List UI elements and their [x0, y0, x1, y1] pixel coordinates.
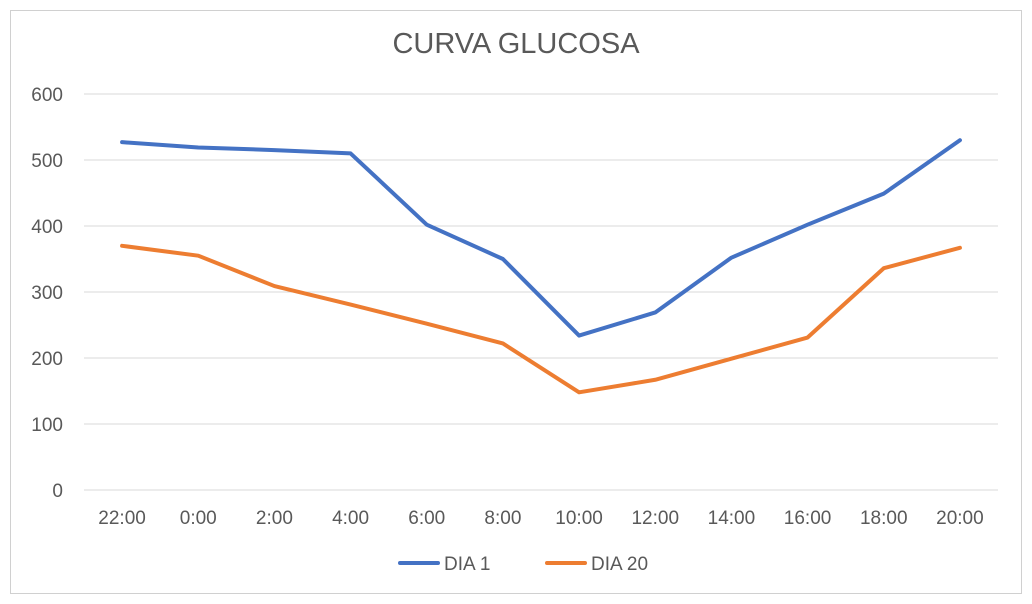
y-tick-label: 300: [31, 283, 63, 304]
y-tick-label: 100: [31, 415, 63, 436]
x-tick-label: 22:00: [98, 508, 146, 529]
x-tick-label: 16:00: [784, 508, 832, 529]
gridlines: [84, 93, 998, 491]
series-line-1: [120, 138, 962, 338]
y-tick-label: 500: [31, 151, 63, 172]
x-tick-label: 6:00: [408, 508, 445, 529]
x-tick-label: 8:00: [484, 508, 521, 529]
chart-frame: [10, 10, 1022, 594]
y-tick-label: 400: [31, 217, 63, 238]
x-axis-ticks: 22:00 0:00 2:00 4:00 6:00 8:00 10:00 12:00 14:00…: [98, 508, 983, 529]
chart-title: CURVA GLUCOSA: [392, 28, 640, 60]
series-lines: [120, 138, 962, 395]
legend-label: DIA 20: [591, 554, 648, 575]
x-tick-label: 2:00: [256, 508, 293, 529]
x-tick-label: 4:00: [332, 508, 369, 529]
x-tick-label: 0:00: [180, 508, 217, 529]
x-tick-label: 14:00: [708, 508, 756, 529]
x-tick-label: 18:00: [860, 508, 908, 529]
x-tick-label: 10:00: [555, 508, 603, 529]
y-tick-label: 600: [31, 85, 63, 106]
legend-label: DIA 1: [444, 554, 490, 575]
y-tick-label: 200: [31, 349, 63, 370]
y-axis-ticks: 0 100 200 300 400 500 600: [31, 85, 63, 502]
series-line-2: [120, 243, 962, 395]
x-tick-label: 12:00: [631, 508, 679, 529]
x-tick-label: 20:00: [936, 508, 984, 529]
legend: DIA 1 DIA 20: [398, 554, 648, 575]
y-tick-label: 0: [52, 481, 63, 502]
